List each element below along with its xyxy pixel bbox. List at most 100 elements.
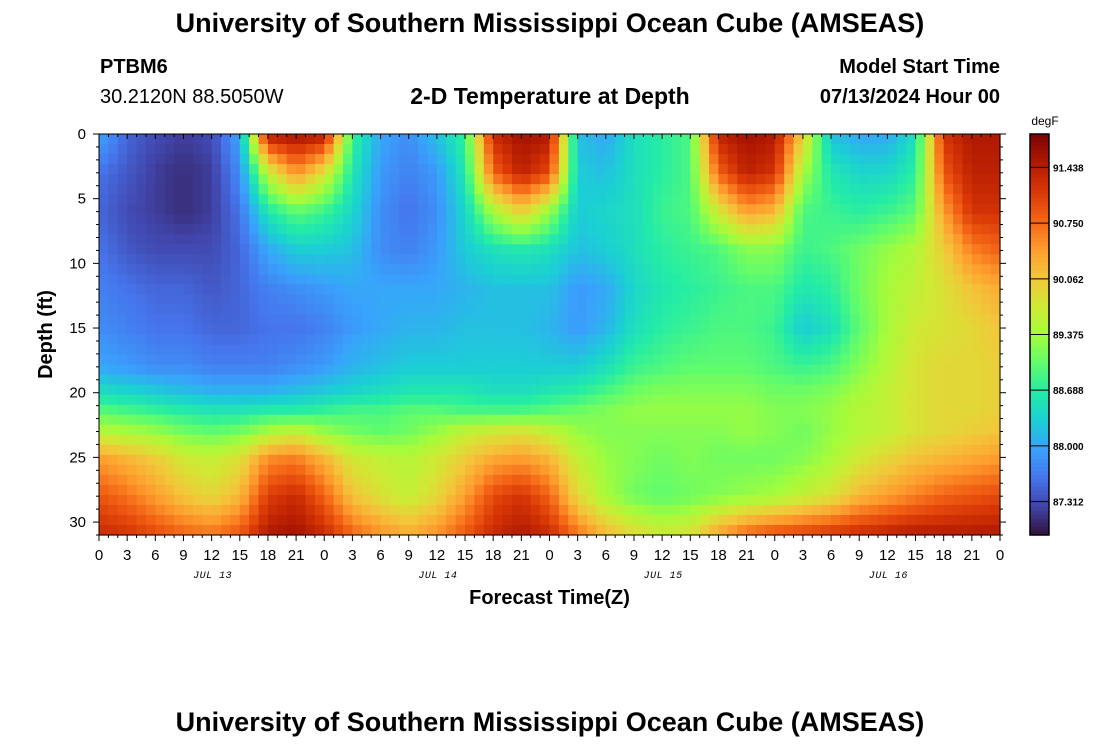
heatmap-cell — [108, 434, 119, 446]
heatmap-cell — [483, 384, 494, 396]
heatmap-cell — [145, 154, 156, 165]
heatmap-cell — [267, 244, 278, 255]
heatmap-cell — [474, 234, 485, 245]
heatmap-cell — [314, 484, 325, 496]
heatmap-cell — [380, 184, 391, 195]
heatmap-cell — [483, 474, 494, 486]
heatmap-cell — [296, 384, 307, 396]
heatmap-cell — [117, 344, 128, 356]
heatmap-cell — [361, 424, 372, 436]
heatmap-cell — [906, 214, 917, 225]
heatmap-cell — [249, 434, 260, 446]
heatmap-cell — [943, 254, 954, 265]
heatmap-cell — [718, 264, 729, 275]
heatmap-cell — [221, 344, 231, 356]
heatmap-cell — [183, 134, 194, 145]
heatmap-cell — [849, 234, 860, 245]
heatmap-cell — [943, 374, 954, 386]
heatmap-cell — [511, 414, 522, 426]
heatmap-cell — [530, 454, 541, 466]
heatmap-cell — [258, 284, 269, 296]
heatmap-cell — [906, 234, 917, 245]
heatmap-cell — [192, 464, 203, 476]
heatmap-cell — [868, 524, 879, 536]
heatmap-cell — [934, 354, 945, 366]
heatmap-cell — [662, 284, 673, 296]
heatmap-cell — [699, 224, 710, 235]
heatmap-cell — [831, 384, 842, 396]
heatmap-cell — [333, 524, 344, 536]
heatmap-cell — [530, 424, 541, 436]
heatmap-cell — [324, 364, 335, 376]
heatmap-cell — [784, 424, 795, 436]
heatmap-cell — [155, 224, 166, 235]
heatmap-cell — [784, 194, 795, 205]
heatmap-cell — [540, 354, 551, 366]
x-tick-label: 3 — [123, 547, 131, 564]
heatmap-cell — [896, 224, 907, 235]
heatmap-cell — [971, 394, 982, 406]
heatmap-cell — [511, 134, 522, 145]
heatmap-cell — [812, 314, 823, 326]
heatmap-cell — [333, 284, 344, 296]
heatmap-cell — [324, 444, 335, 456]
heatmap-cell — [671, 234, 682, 245]
heatmap-cell — [896, 344, 907, 356]
heatmap-cell — [352, 414, 363, 426]
heatmap-cell — [286, 334, 297, 346]
heatmap-cell — [662, 484, 673, 496]
heatmap-cell — [239, 134, 250, 145]
heatmap-cell — [971, 174, 982, 185]
heatmap-cell — [436, 344, 447, 356]
heatmap-cell — [934, 214, 945, 225]
heatmap-cell — [877, 304, 888, 316]
heatmap-cell — [267, 274, 278, 285]
heatmap-cell — [587, 414, 598, 426]
heatmap-cell — [343, 284, 354, 296]
heatmap-cell — [502, 164, 513, 175]
heatmap-cell — [943, 484, 954, 496]
heatmap-cell — [727, 144, 738, 155]
heatmap-cell — [192, 184, 203, 195]
heatmap-cell — [258, 524, 269, 536]
heatmap-cell — [258, 484, 269, 496]
heatmap-cell — [502, 274, 513, 285]
heatmap-cell — [352, 384, 363, 396]
heatmap-cell — [117, 454, 128, 466]
heatmap-cell — [643, 394, 654, 406]
heatmap-cell — [343, 204, 354, 215]
heatmap-cell — [624, 294, 635, 306]
heatmap-cell — [408, 234, 419, 245]
heatmap-cell — [990, 334, 1001, 346]
heatmap-cell — [108, 454, 119, 466]
heatmap-cell — [174, 274, 185, 285]
heatmap-cell — [793, 484, 804, 496]
heatmap-cell — [755, 314, 766, 326]
heatmap-cell — [324, 204, 335, 215]
heatmap-cell — [446, 154, 457, 165]
heatmap-cell — [924, 444, 935, 456]
heatmap-cell — [962, 214, 973, 225]
heatmap-cell — [540, 344, 551, 356]
heatmap-cell — [812, 254, 823, 265]
x-tick-label: 0 — [545, 547, 553, 564]
heatmap-cell — [990, 184, 1001, 195]
heatmap-cell — [352, 444, 363, 456]
heatmap-cell — [671, 204, 682, 215]
heatmap-cell — [267, 494, 278, 506]
heatmap-cell — [474, 344, 485, 356]
heatmap-cell — [971, 514, 982, 526]
heatmap-cell — [868, 394, 879, 406]
heatmap-cell — [962, 184, 973, 195]
heatmap-cell — [615, 524, 626, 536]
heatmap-cell — [709, 214, 720, 225]
heatmap-cell — [831, 154, 842, 165]
heatmap-cell — [643, 494, 654, 506]
heatmap-cell — [164, 364, 175, 376]
heatmap-cell — [249, 224, 260, 235]
heatmap-cell — [652, 414, 663, 426]
heatmap-cell — [127, 214, 138, 225]
heatmap-cell — [343, 524, 354, 536]
heatmap-cell — [605, 384, 616, 396]
heatmap-cell — [465, 184, 476, 195]
